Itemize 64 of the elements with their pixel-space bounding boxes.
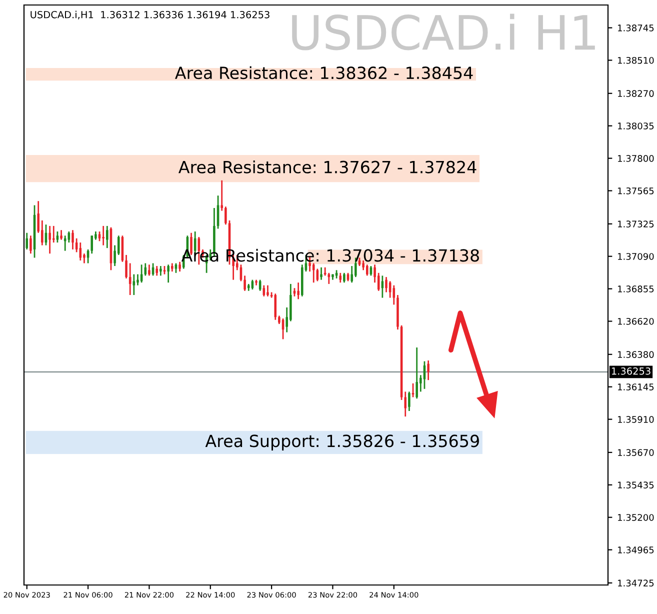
text: USDCAD.i,H1 1.36312 1.36336 1.36194 1.36253 — [30, 10, 270, 20]
candlestick — [274, 292, 277, 321]
ref-line-label: 1.36253 — [612, 367, 650, 375]
y-tick-label: 1.35200 — [618, 514, 654, 521]
candlestick — [427, 360, 430, 381]
candlestick — [350, 265, 353, 284]
y-tick-label: 1.37565 — [618, 187, 654, 194]
candlestick — [90, 234, 94, 254]
y-tick-label: 1.38270 — [618, 90, 654, 97]
candlestick — [60, 229, 62, 240]
candlestick — [148, 264, 150, 276]
candlestick — [79, 242, 82, 262]
candlestick — [220, 180, 223, 212]
candlestick — [136, 274, 139, 286]
candlestick — [98, 230, 101, 242]
y-tick-label: 1.35435 — [618, 482, 654, 488]
candlestick — [412, 382, 414, 398]
candlestick — [30, 234, 32, 254]
candlestick — [167, 264, 170, 284]
candlestick — [244, 274, 246, 292]
candlestick — [52, 225, 55, 244]
y-tick-label: 1.38510 — [618, 56, 654, 64]
band-label: Area Support: 1.35826 - 1.35659 — [205, 434, 479, 450]
candlestick — [178, 261, 181, 272]
candlestick — [56, 230, 59, 244]
y-tick-label: 1.37325 — [618, 220, 654, 228]
y-tick-label: 1.36145 — [618, 384, 654, 390]
band-label: Area Resistance: 1.38362 - 1.38454 — [174, 66, 473, 80]
candlestick — [297, 282, 300, 300]
y-tick-label: 1.35670 — [618, 449, 654, 456]
candlestick — [156, 265, 158, 276]
candlestick — [266, 284, 269, 298]
candlestick — [316, 268, 319, 282]
y-tick-label: 1.38035 — [618, 122, 654, 130]
candlestick — [416, 346, 418, 400]
y-tick-label: 1.37800 — [618, 155, 654, 162]
candlestick — [102, 225, 104, 246]
candlestick — [385, 276, 388, 293]
candlestick — [48, 225, 51, 254]
candlestick — [174, 262, 178, 274]
y-tick-label: 1.37090 — [618, 253, 654, 260]
candlestick — [132, 274, 136, 296]
candlestick — [26, 232, 28, 250]
candlestick — [392, 284, 396, 306]
candlestick — [366, 264, 368, 276]
candlestick — [312, 262, 315, 284]
y-tick-label: 1.36855 — [618, 286, 654, 292]
candlestick — [320, 266, 322, 281]
y-tick-label: 1.34725 — [618, 580, 654, 586]
candlestick — [408, 390, 410, 412]
band-label: Area Resistance: 1.37627 - 1.37824 — [178, 160, 476, 174]
y-tick-label: 1.38745 — [618, 24, 654, 32]
y-tick-label: 1.36380 — [618, 351, 654, 358]
y-tick-label: 1.35910 — [618, 416, 654, 423]
candlestick — [343, 272, 346, 284]
candlestick — [106, 225, 108, 249]
candlestick — [224, 206, 227, 226]
candlestick — [339, 272, 342, 284]
candlestick — [160, 265, 162, 276]
candlestick — [72, 229, 74, 250]
y-tick-label: 1.34965 — [618, 546, 654, 554]
candlestick — [125, 254, 128, 280]
candlestick — [404, 390, 407, 418]
y-tick-label: 1.36620 — [618, 318, 654, 325]
